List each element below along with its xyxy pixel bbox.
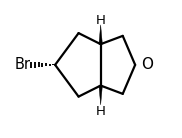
Text: O: O: [141, 57, 153, 72]
Text: Br: Br: [14, 57, 30, 72]
Polygon shape: [99, 25, 102, 44]
Text: H: H: [96, 105, 106, 118]
Text: H: H: [96, 14, 106, 26]
Polygon shape: [99, 86, 102, 105]
